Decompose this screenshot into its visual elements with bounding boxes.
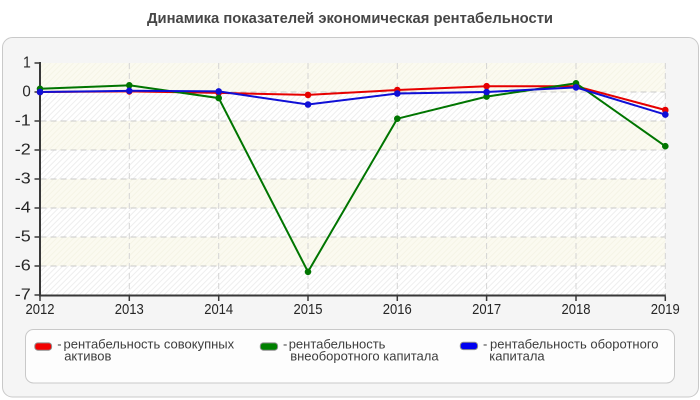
svg-text:-2: -2 bbox=[15, 141, 31, 158]
svg-text:-: - bbox=[283, 337, 287, 352]
svg-text:0: 0 bbox=[22, 83, 30, 100]
svg-text:2013: 2013 bbox=[115, 301, 144, 318]
svg-text:-1: -1 bbox=[15, 112, 31, 129]
svg-text:2015: 2015 bbox=[294, 301, 323, 318]
svg-text:рентабельность совокупных: рентабельность совокупных bbox=[64, 337, 235, 352]
svg-text:внеоборотного капитала: внеоборотного капитала bbox=[290, 349, 439, 364]
svg-text:-: - bbox=[483, 337, 487, 352]
svg-text:-: - bbox=[57, 337, 61, 352]
svg-text:1: 1 bbox=[23, 54, 31, 71]
svg-text:2019: 2019 bbox=[651, 301, 680, 318]
svg-text:рентабельность оборотного: рентабельность оборотного bbox=[490, 337, 659, 352]
svg-text:2016: 2016 bbox=[383, 301, 412, 318]
svg-text:-6: -6 bbox=[15, 257, 31, 274]
svg-text:капитала: капитала bbox=[489, 349, 545, 364]
svg-text:Динамика показателей экономиче: Динамика показателей экономическая рента… bbox=[147, 11, 553, 27]
svg-text:-4: -4 bbox=[15, 199, 31, 216]
svg-text:2017: 2017 bbox=[472, 301, 501, 318]
svg-text:-5: -5 bbox=[15, 228, 31, 245]
svg-text:-7: -7 bbox=[15, 286, 31, 303]
svg-text:активов: активов bbox=[64, 349, 111, 364]
svg-text:2018: 2018 bbox=[562, 301, 591, 318]
svg-text:2014: 2014 bbox=[204, 301, 233, 318]
svg-text:2012: 2012 bbox=[26, 301, 55, 318]
svg-text:рентабельность: рентабельность bbox=[289, 337, 386, 352]
svg-text:-3: -3 bbox=[15, 170, 31, 187]
